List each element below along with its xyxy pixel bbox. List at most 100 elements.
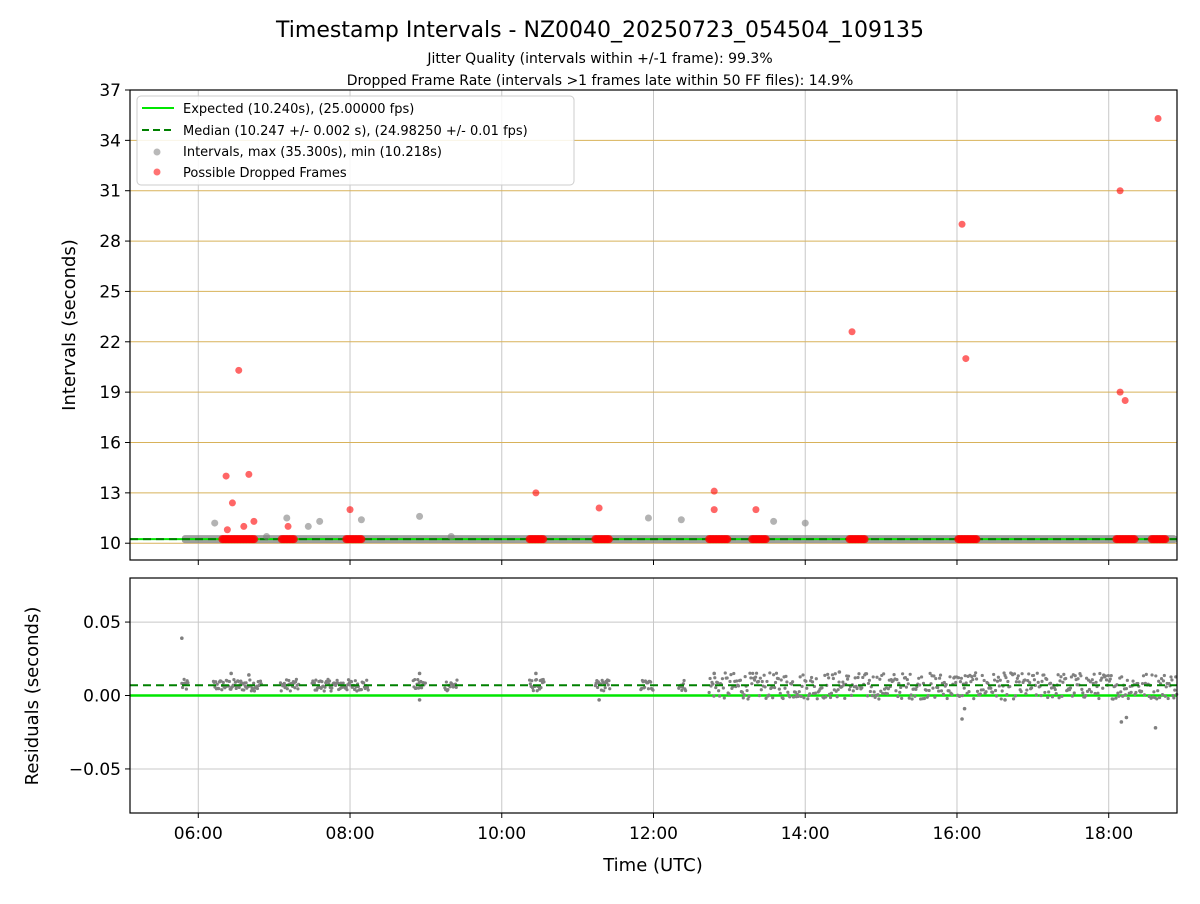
- residual-point: [423, 681, 427, 685]
- residual-point: [738, 678, 743, 682]
- top-y-axis-label: Intervals (seconds): [59, 239, 80, 411]
- residual-point: [1104, 678, 1109, 682]
- residual-point: [1089, 690, 1093, 694]
- residual-point: [876, 693, 880, 697]
- residual-point: [1004, 675, 1008, 680]
- residual-point: [444, 680, 448, 684]
- residual-point: [906, 682, 910, 686]
- residual-point: [1029, 686, 1034, 690]
- residual-point: [768, 671, 772, 675]
- residual-point: [751, 671, 755, 675]
- dropped-frame-point: [346, 506, 354, 514]
- residual-point: [959, 676, 964, 680]
- residual-point: [1097, 696, 1101, 701]
- dropped-frame-point: [223, 526, 231, 534]
- residual-point: [945, 696, 949, 701]
- residual-point: [322, 689, 326, 693]
- residual-point: [244, 681, 248, 685]
- residual-point: [899, 685, 903, 690]
- residual-point: [723, 671, 727, 675]
- residual-point: [294, 677, 299, 681]
- dropped-frame-point: [240, 522, 248, 530]
- residual-point: [252, 681, 256, 685]
- residual-point: [1100, 676, 1104, 680]
- residual-point: [1031, 673, 1036, 678]
- residual-point: [767, 693, 771, 697]
- residual-point: [1036, 680, 1040, 684]
- residual-point: [997, 684, 1001, 688]
- residual-point: [1028, 681, 1032, 685]
- residual-point: [720, 677, 725, 681]
- residual-point: [293, 686, 297, 690]
- bottom-y-axis-label: Residuals (seconds): [22, 607, 43, 786]
- dropped-cluster-point: [761, 535, 770, 544]
- top-y-tick-label: 16: [99, 434, 121, 454]
- residual-point: [237, 685, 241, 690]
- residual-point: [894, 689, 898, 693]
- residual-point: [1152, 690, 1156, 694]
- residual-point: [1108, 677, 1112, 681]
- residual-point: [901, 672, 905, 676]
- top-y-tick-label: 10: [99, 534, 121, 554]
- residual-point: [881, 691, 885, 696]
- residual-point: [215, 682, 219, 686]
- residual-point: [957, 694, 962, 698]
- residual-point: [765, 679, 769, 684]
- interval-point: [304, 522, 312, 530]
- residual-point: [932, 674, 936, 678]
- x-tick-label: 16:00: [932, 824, 981, 844]
- residual-point: [986, 681, 990, 686]
- residual-point: [939, 689, 944, 693]
- residual-point: [781, 696, 785, 701]
- residual-point: [1017, 680, 1021, 684]
- dropped-frame-point: [1116, 388, 1124, 396]
- residual-point: [1124, 687, 1129, 691]
- residual-point: [341, 681, 345, 685]
- residual-point: [1106, 674, 1111, 678]
- residual-point: [446, 687, 450, 692]
- residual-outlier-point: [229, 671, 233, 676]
- residual-point: [1080, 687, 1084, 691]
- residual-point: [785, 680, 789, 684]
- residual-point: [1042, 673, 1046, 677]
- residual-point: [1045, 677, 1049, 681]
- residual-point: [1087, 687, 1092, 692]
- residual-point: [851, 689, 855, 693]
- residual-point: [534, 678, 539, 682]
- residual-point: [735, 679, 739, 683]
- residual-point: [879, 689, 883, 693]
- legend-dropped-label: Possible Dropped Frames: [183, 166, 347, 181]
- residual-point: [827, 676, 831, 680]
- residual-point: [813, 691, 817, 695]
- residual-point: [1062, 672, 1066, 677]
- interval-point: [263, 533, 271, 540]
- residual-point: [742, 693, 746, 697]
- residual-point: [539, 686, 543, 690]
- residual-point: [416, 678, 420, 682]
- residual-point: [937, 676, 942, 680]
- residual-point: [1020, 672, 1024, 676]
- residual-point: [1039, 693, 1043, 698]
- dropped-frame-point: [250, 517, 258, 525]
- residual-point: [1061, 680, 1065, 684]
- residual-point: [221, 680, 225, 685]
- residual-point: [829, 691, 834, 695]
- residual-point: [992, 678, 997, 682]
- residual-point: [779, 678, 783, 682]
- dropped-cluster-point: [289, 535, 298, 544]
- residual-point: [772, 673, 776, 677]
- residual-point: [972, 697, 976, 701]
- residual-point: [1043, 690, 1047, 695]
- residual-point: [913, 694, 917, 698]
- residual-point: [771, 696, 775, 700]
- residual-point: [182, 677, 186, 681]
- residual-point: [365, 685, 370, 690]
- residual-point: [875, 675, 879, 679]
- residual-point: [352, 687, 357, 692]
- residual-point: [962, 686, 966, 690]
- residual-point: [1096, 691, 1100, 695]
- residual-point: [682, 678, 686, 683]
- residual-point: [981, 688, 985, 692]
- residual-point: [910, 697, 914, 701]
- residual-point: [255, 686, 260, 691]
